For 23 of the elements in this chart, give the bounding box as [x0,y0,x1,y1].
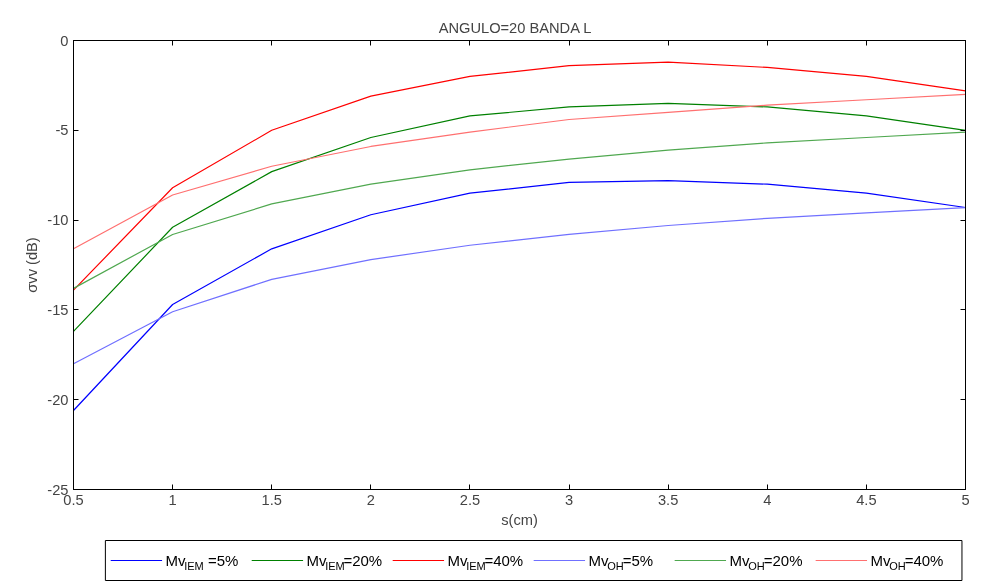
x-tick-label: 2.5 [459,491,481,508]
x-tick-label: 3 [564,491,574,508]
x-tick-label: 3.5 [657,491,679,508]
line-series [73,102,966,333]
y-tick-label: 0 [60,32,69,49]
x-tick-label: 2 [366,491,375,508]
line-series [73,93,966,250]
x-tick-label: 4.5 [856,491,877,508]
x-tick-label: 4 [763,491,772,508]
line-series [73,131,966,289]
x-axis-title: s(cm) [501,511,538,528]
x-tick-label: 5 [961,491,970,508]
line-series [73,206,966,365]
x-tick-label: 1 [168,491,177,508]
line-series [73,179,966,412]
x-tick-label: 1.5 [261,491,282,508]
y-tick-label: -5 [55,122,69,139]
y-axis-title: σvv (dB) [24,237,41,293]
y-tick-label: -15 [47,301,69,318]
y-tick-label: -10 [47,212,69,229]
y-tick-label: -20 [47,391,69,408]
line-series [73,61,966,291]
chart-title: ANGULO=20 BANDA L [438,19,592,36]
